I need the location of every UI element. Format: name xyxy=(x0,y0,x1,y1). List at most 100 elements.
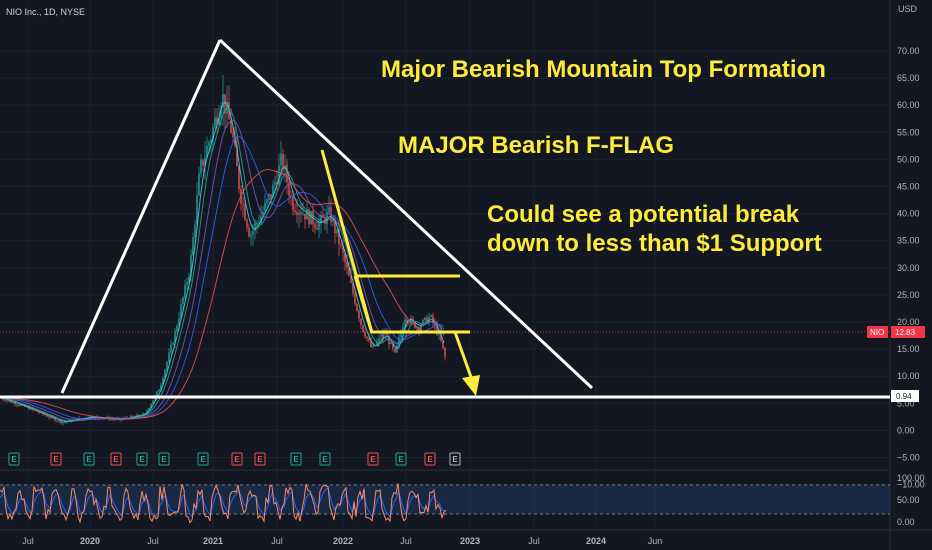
earnings-event-marker[interactable]: E xyxy=(136,452,148,466)
candle-body xyxy=(10,400,12,403)
candle-body xyxy=(246,220,248,228)
svg-text:E: E xyxy=(53,455,59,464)
right-trendline xyxy=(218,38,594,390)
candle-body xyxy=(36,410,38,412)
bearish-f-flag xyxy=(320,149,480,396)
candle-body xyxy=(394,348,396,353)
candle-body xyxy=(206,145,208,158)
candle-body xyxy=(400,331,402,338)
moving-average-line xyxy=(0,136,445,421)
candle-body xyxy=(56,420,58,422)
candle-body xyxy=(180,304,182,319)
candle-body xyxy=(220,108,222,118)
candle-body xyxy=(398,337,400,346)
candle-body xyxy=(410,318,412,323)
candle-body xyxy=(336,229,338,234)
candle-body xyxy=(164,369,166,379)
candle-body xyxy=(14,402,16,405)
candle-body xyxy=(412,318,414,322)
svg-text:E: E xyxy=(139,455,145,464)
candle-body xyxy=(224,94,226,114)
earnings-event-marker[interactable]: E xyxy=(449,452,461,466)
svg-text:E: E xyxy=(200,455,206,464)
time-axis[interactable]: Jul 2020 Jul 2021 Jul 2022 Jul 2023 Jul 2024 Jun xyxy=(22,536,662,546)
price-tick-label: −5.00 xyxy=(897,453,920,463)
candle-body xyxy=(340,244,342,246)
candle-body xyxy=(16,404,18,406)
flag-upper-slope xyxy=(353,275,374,334)
candle-body xyxy=(274,182,276,185)
candle-body xyxy=(350,276,352,283)
candle-body xyxy=(62,422,64,424)
support-badge: 0.94 xyxy=(891,390,919,402)
earnings-event-marker[interactable]: E xyxy=(424,452,436,466)
candle-body xyxy=(372,345,374,347)
candle-body xyxy=(384,333,386,335)
earnings-event-marker[interactable]: E xyxy=(158,452,170,466)
candle-body xyxy=(226,102,228,114)
earnings-event-marker[interactable]: E xyxy=(50,452,62,466)
svg-text:E: E xyxy=(11,455,17,464)
candle-body xyxy=(238,166,240,189)
candle-body xyxy=(406,319,408,323)
candle-body xyxy=(316,227,318,230)
candle-body xyxy=(186,282,188,285)
earnings-event-marker[interactable]: E xyxy=(367,452,379,466)
earnings-event-marker[interactable]: E xyxy=(290,452,302,466)
moving-average-line xyxy=(0,101,445,423)
candle-body xyxy=(334,218,336,234)
time-tick-label: Jul xyxy=(400,536,412,546)
earnings-event-marker[interactable]: E xyxy=(110,452,122,466)
candle-body xyxy=(112,418,114,420)
earnings-event-marker[interactable]: E xyxy=(319,452,331,466)
candle-body xyxy=(422,320,424,326)
earnings-event-marker[interactable]: E xyxy=(231,452,243,466)
candle-body xyxy=(242,203,244,205)
candle-body xyxy=(292,196,294,211)
earnings-event-marker[interactable]: E xyxy=(197,452,209,466)
earnings-event-marker[interactable]: E xyxy=(8,452,20,466)
candle-body xyxy=(414,321,416,328)
moving-averages xyxy=(0,101,445,423)
candle-body xyxy=(354,293,356,305)
candle-body xyxy=(44,414,46,416)
earnings-event-marker[interactable]: E xyxy=(83,452,95,466)
candle-body xyxy=(352,282,354,294)
svg-text:E: E xyxy=(113,455,119,464)
candle-body xyxy=(392,342,394,349)
candle-body xyxy=(30,408,32,410)
earnings-event-marker[interactable]: E xyxy=(254,452,266,466)
symbol-title[interactable]: NIO Inc., 1D, NYSE xyxy=(6,7,85,17)
chart-grid xyxy=(0,0,890,530)
candle-body xyxy=(230,119,232,133)
candle-body xyxy=(178,318,180,326)
candle-body xyxy=(48,416,50,418)
candle-body xyxy=(244,204,246,221)
earnings-event-marker[interactable]: E xyxy=(395,452,407,466)
candle-body xyxy=(306,209,308,220)
price-axis[interactable]: 70.00 65.00 60.00 55.00 50.00 45.00 40.00 35.00… xyxy=(897,46,925,490)
candle-body xyxy=(304,213,306,220)
candle-body xyxy=(58,420,60,422)
candle-body xyxy=(216,117,218,125)
candle-body xyxy=(114,419,116,420)
time-tick-label: 2022 xyxy=(333,536,353,546)
candle-body xyxy=(444,348,446,357)
candle-body xyxy=(166,361,168,370)
candle-body xyxy=(256,223,258,224)
oscillator-tick-label: 100.00 xyxy=(897,473,925,483)
candle-body xyxy=(366,336,368,339)
candle-body xyxy=(364,331,366,337)
candle-body xyxy=(68,419,70,422)
price-tick-label: 10.00 xyxy=(897,371,920,381)
candle-body xyxy=(162,378,164,385)
time-tick-label: Jun xyxy=(648,536,663,546)
candle-body xyxy=(158,389,160,392)
price-tick-label: 45.00 xyxy=(897,182,920,192)
candle-body xyxy=(370,340,372,347)
moving-average-line xyxy=(0,168,445,420)
moving-average-line xyxy=(0,107,445,422)
